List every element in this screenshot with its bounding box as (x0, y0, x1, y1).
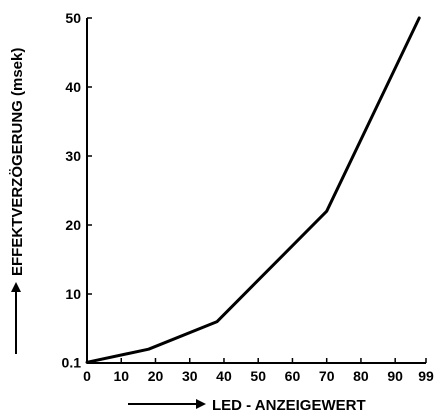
series-layer (85, 16, 421, 364)
y-tick-label: 30 (65, 148, 81, 164)
y-tick-label: 10 (65, 286, 81, 302)
y-tick-label: 0.1 (62, 354, 82, 370)
x-axis-ticks: 0 10 20 30 40 50 60 70 80 90 99 (83, 358, 434, 384)
x-tick-label: 70 (319, 368, 335, 384)
x-tick-label: 80 (353, 368, 369, 384)
x-axis-title-arrowhead (196, 399, 206, 409)
y-axis-ticks: 0.1 10 20 30 40 50 (62, 10, 92, 370)
x-tick-label: 60 (285, 368, 301, 384)
y-axis-title-group: EFFEKTVERZÖGERUNG (msek) (9, 48, 26, 354)
x-tick-label: 10 (113, 368, 129, 384)
x-tick-label: 90 (387, 368, 403, 384)
y-tick-label: 20 (65, 217, 81, 233)
x-tick-label: 30 (182, 368, 198, 384)
x-tick-label: 50 (250, 368, 266, 384)
x-tick-label: 0 (83, 368, 91, 384)
x-axis-title: LED - ANZEIGEWERT (212, 397, 366, 412)
x-tick-label: 20 (148, 368, 164, 384)
x-tick-label: 99 (418, 368, 434, 384)
axes (86, 18, 426, 364)
x-tick-label: 40 (216, 368, 232, 384)
y-axis-title-arrowhead (11, 282, 21, 292)
x-axis-title-group: LED - ANZEIGEWERT (128, 397, 366, 414)
series-line (85, 16, 421, 364)
y-tick-label: 50 (65, 10, 81, 26)
y-tick-label: 40 (65, 79, 81, 95)
y-axis-title: EFFEKTVERZÖGERUNG (msek) (9, 48, 26, 276)
